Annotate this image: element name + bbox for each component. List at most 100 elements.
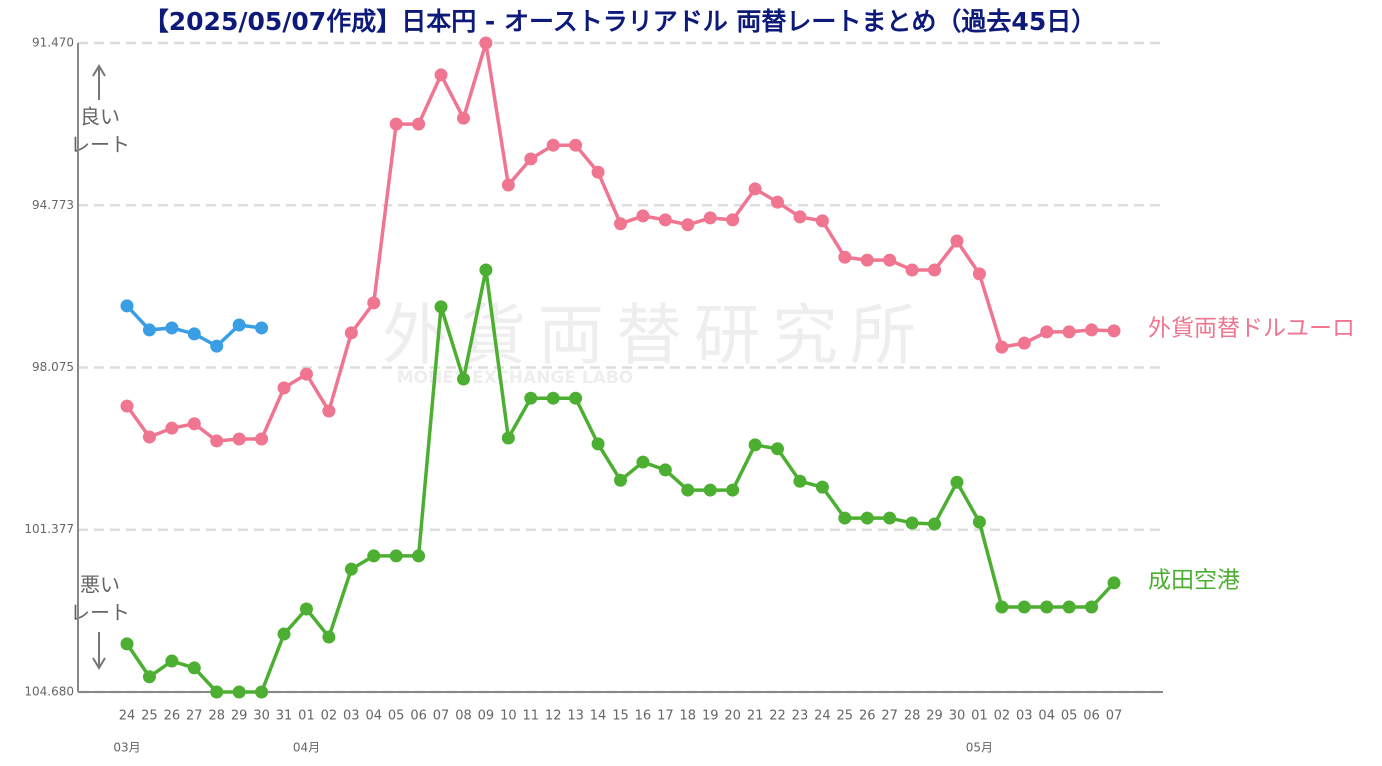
x-tick-label: 22: [769, 709, 786, 724]
data-point: [501, 431, 515, 445]
x-tick-label: 06: [1083, 709, 1100, 724]
x-tick-label: 07: [1106, 709, 1123, 724]
x-tick-label: 30: [949, 709, 966, 724]
data-point: [815, 214, 829, 228]
data-point: [479, 36, 493, 50]
watermark-sub: MONEY EXCHANGE LABO: [397, 368, 634, 388]
data-point: [546, 138, 560, 152]
data-point: [187, 417, 201, 431]
x-tick-label: 28: [904, 709, 921, 724]
data-point: [367, 549, 381, 563]
data-point: [614, 473, 627, 487]
x-tick-label: 30: [253, 709, 270, 724]
data-point: [299, 367, 313, 381]
data-point: [614, 217, 627, 231]
x-tick-label: 19: [702, 709, 719, 724]
data-point: [928, 517, 942, 531]
data-point: [120, 299, 134, 313]
x-tick-label: 18: [680, 709, 697, 724]
data-point: [681, 218, 695, 232]
y-tick-label: 98.075: [32, 360, 74, 374]
data-point: [344, 562, 358, 576]
x-tick-label: 29: [231, 709, 248, 724]
data-point: [793, 474, 807, 488]
data-point: [591, 165, 605, 179]
x-tick-label: 12: [545, 709, 562, 724]
data-point: [389, 117, 403, 131]
data-point: [793, 210, 807, 224]
data-point: [860, 253, 874, 267]
data-point: [299, 602, 313, 616]
data-point: [748, 438, 762, 452]
data-point: [658, 463, 672, 477]
data-point: [232, 318, 246, 332]
series-label: 外貨両替ドルユーロ: [1148, 315, 1355, 341]
data-point: [1017, 600, 1031, 614]
x-tick-label: 27: [186, 709, 203, 724]
data-point: [255, 685, 269, 699]
data-point: [165, 321, 179, 335]
data-point: [838, 511, 852, 525]
x-tick-label: 08: [455, 709, 472, 724]
series-label: 成田空港: [1148, 567, 1240, 593]
data-point: [187, 661, 201, 675]
x-tick-label: 03: [1016, 709, 1033, 724]
x-tick-label: 04: [365, 709, 382, 724]
data-point: [277, 627, 291, 641]
data-point: [1062, 325, 1076, 339]
arrow-up-head: [92, 64, 106, 77]
x-tick-label: 15: [612, 709, 629, 724]
x-tick-label: 24: [814, 709, 831, 724]
y-tick-label: 94.773: [32, 198, 74, 212]
data-point: [636, 455, 650, 469]
x-tick-label: 02: [994, 709, 1011, 724]
annotation: 悪い: [80, 573, 120, 597]
data-point: [726, 483, 740, 497]
data-point: [142, 670, 156, 684]
month-label: 04月: [293, 741, 320, 755]
data-point: [524, 152, 538, 166]
data-point: [995, 340, 1009, 354]
annotation: 良い: [80, 105, 120, 129]
data-point: [928, 263, 942, 277]
data-point: [165, 654, 179, 668]
data-point: [591, 437, 605, 451]
data-point: [142, 323, 156, 337]
x-tick-label: 14: [590, 709, 607, 724]
data-point: [703, 211, 717, 225]
x-tick-label: 27: [881, 709, 898, 724]
data-point: [950, 475, 964, 489]
data-point: [187, 327, 201, 341]
data-point: [434, 300, 448, 314]
watermark: 外貨両替研究所: [382, 297, 928, 374]
data-point: [972, 267, 986, 281]
data-point: [950, 234, 964, 248]
x-tick-label: 01: [298, 709, 315, 724]
y-tick-label: 101.377: [24, 522, 74, 536]
data-point: [905, 516, 919, 530]
data-point: [972, 515, 986, 529]
data-point: [210, 339, 224, 353]
x-tick-label: 13: [567, 709, 584, 724]
x-tick-label: 25: [837, 709, 854, 724]
data-point: [636, 209, 650, 223]
data-point: [771, 195, 785, 209]
y-tick-label: 91.470: [32, 36, 74, 50]
data-point: [546, 391, 560, 405]
data-point: [165, 421, 179, 435]
data-point: [995, 600, 1009, 614]
data-point: [434, 68, 448, 82]
data-point: [748, 182, 762, 196]
month-label: 03月: [113, 741, 140, 755]
data-point: [569, 138, 583, 152]
data-point: [1085, 600, 1099, 614]
month-label: 05月: [966, 741, 993, 755]
x-tick-label: 05: [388, 709, 405, 724]
data-point: [456, 372, 470, 386]
data-point: [524, 391, 538, 405]
data-point: [255, 321, 269, 335]
data-point: [479, 263, 493, 277]
data-point: [569, 391, 583, 405]
data-point: [120, 399, 134, 413]
